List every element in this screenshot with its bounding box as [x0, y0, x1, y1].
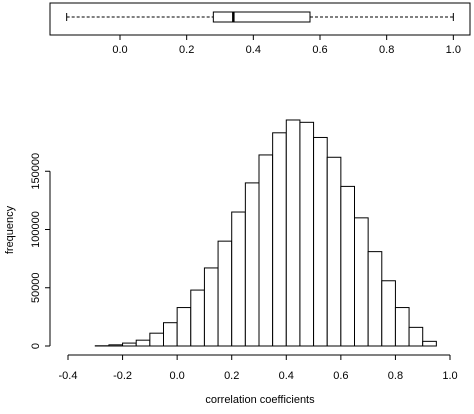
bar: [123, 343, 137, 346]
bar: [177, 308, 191, 346]
x-tick-label: 0.4: [246, 44, 261, 56]
bar: [300, 122, 314, 346]
bar: [286, 120, 300, 346]
bar: [164, 323, 178, 346]
x-tick-label: -0.2: [113, 370, 132, 382]
y-tick-label: 150000: [30, 153, 42, 190]
bar: [273, 133, 287, 346]
bar: [409, 327, 423, 346]
x-tick-label: 0.2: [179, 44, 194, 56]
bar: [232, 212, 246, 346]
x-tick-label: 0.2: [224, 370, 239, 382]
x-tick-label: -0.4: [59, 370, 78, 382]
bar: [395, 308, 409, 346]
bar: [136, 340, 150, 346]
box: [213, 12, 310, 22]
x-tick-label: 0.8: [379, 44, 394, 56]
bar: [423, 341, 437, 346]
bar: [109, 345, 123, 346]
y-axis-label: frequency: [4, 205, 16, 254]
bar: [191, 290, 205, 346]
x-axis-label: correlation coefficients: [205, 394, 315, 406]
x-tick-label: 0.4: [279, 370, 294, 382]
bar: [314, 137, 328, 346]
bar: [355, 218, 369, 346]
x-tick-label: 0.6: [333, 370, 348, 382]
bar: [245, 183, 259, 346]
x-tick-label: 1.0: [442, 370, 457, 382]
bar: [204, 268, 218, 346]
bar: [341, 186, 355, 346]
bar: [368, 252, 382, 346]
x-tick-label: 0.6: [312, 44, 327, 56]
x-tick-label: 0.0: [112, 44, 127, 56]
y-tick-label: 100000: [30, 211, 42, 248]
x-tick-label: 1.0: [446, 44, 461, 56]
y-tick-label: 50000: [30, 272, 42, 303]
bar: [259, 155, 273, 346]
x-tick-label: 0.8: [388, 370, 403, 382]
bar: [150, 333, 164, 346]
bar: [382, 281, 396, 346]
y-tick-label: 0: [30, 343, 42, 349]
x-tick-label: 0.0: [169, 370, 184, 382]
bar: [327, 157, 341, 346]
bar: [218, 241, 232, 346]
